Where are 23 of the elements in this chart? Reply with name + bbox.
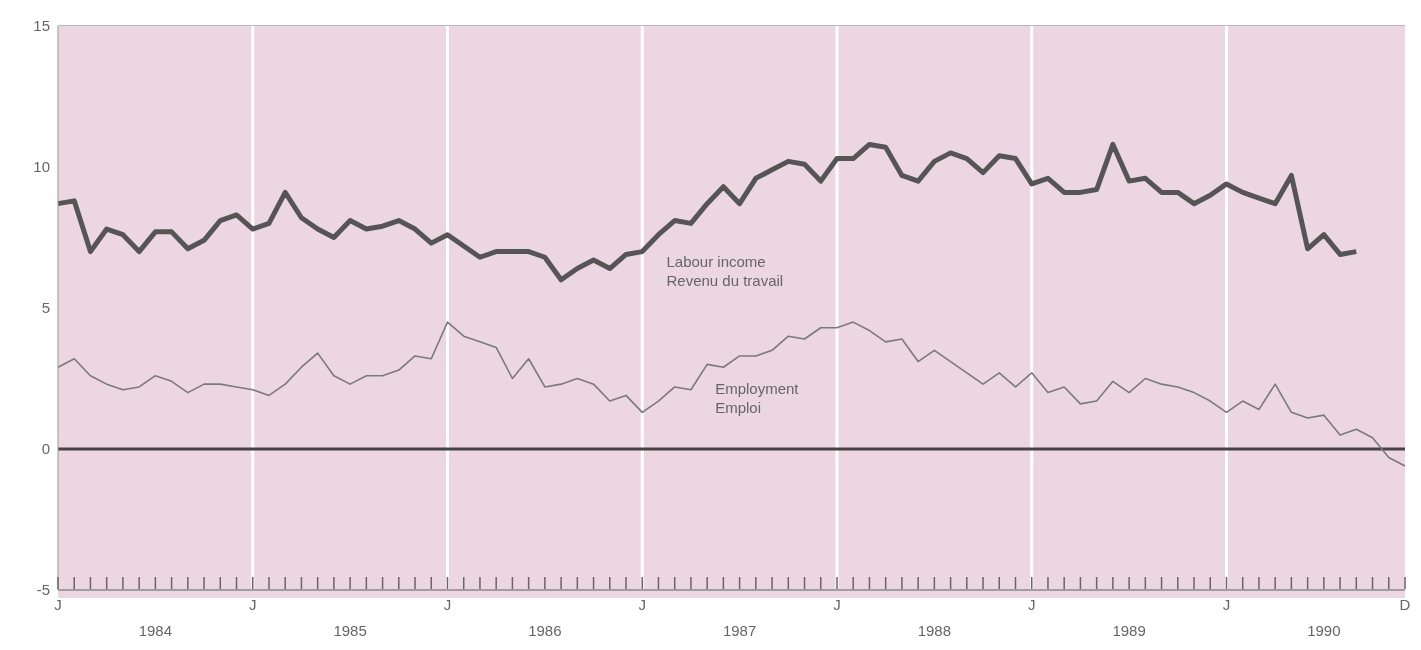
x-tick-label: D <box>1399 596 1411 613</box>
x-tick-label: J <box>443 596 452 613</box>
y-tick-label: 5 <box>41 299 50 317</box>
series-label: Employment Emploi <box>715 380 800 417</box>
x-tick-label: J <box>833 596 841 613</box>
y-tick-label: 15 <box>33 17 50 35</box>
x-tick-label: J <box>1027 596 1036 613</box>
text: 1989 <box>1112 622 1146 639</box>
line-series <box>57 321 1406 467</box>
text: 1985 <box>333 622 367 639</box>
x-tick-label: J <box>1222 596 1231 613</box>
x-tick-label: J <box>638 596 646 613</box>
text: 1984 <box>138 622 173 639</box>
y-tick-label: -5 <box>36 581 50 599</box>
text: 1988 <box>917 622 952 639</box>
y-tick-label: 0 <box>41 440 50 458</box>
x-tick-label: J <box>54 596 62 613</box>
series-label: Labour income Revenu du travail <box>666 252 784 289</box>
text: 1986 <box>528 622 562 639</box>
y-tick-label: 10 <box>33 158 50 176</box>
text: 1987 <box>722 622 757 639</box>
text: 1990 <box>1307 622 1341 639</box>
x-tick-label: J <box>249 596 257 613</box>
